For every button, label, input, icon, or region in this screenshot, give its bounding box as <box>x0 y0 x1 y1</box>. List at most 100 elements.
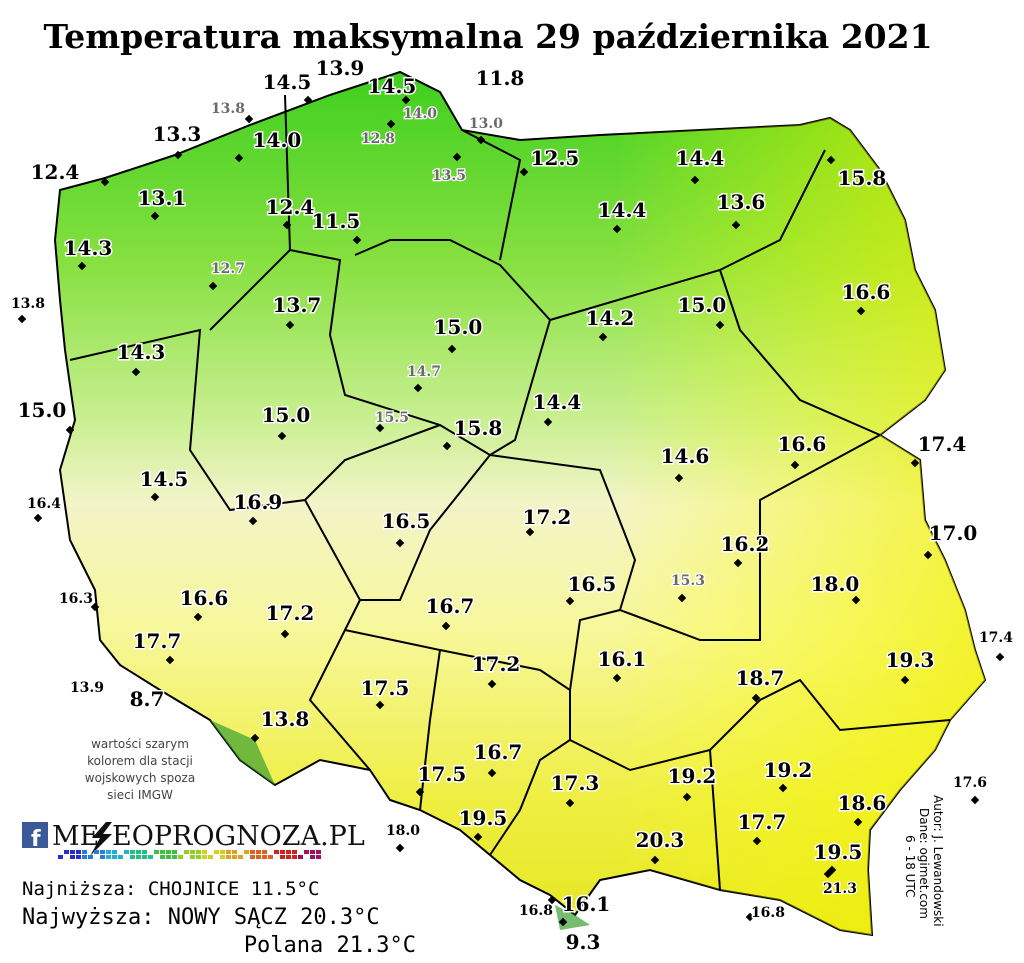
station-marker <box>244 114 254 124</box>
logo-cell <box>286 855 291 859</box>
credit: 6 - 18 UTC <box>903 835 917 897</box>
logo-cell <box>184 850 189 854</box>
station-marker <box>677 593 687 603</box>
station-marker <box>375 423 385 433</box>
logo-cell <box>166 850 171 854</box>
station-marker <box>715 320 725 330</box>
station-value: 15.5 <box>375 410 409 426</box>
logo-cell <box>100 850 105 854</box>
station-value: 14.4 <box>533 390 582 414</box>
station-value: 16.6 <box>842 280 891 304</box>
station-marker <box>441 621 451 631</box>
station-marker <box>565 798 575 808</box>
station-value: 16.1 <box>562 892 611 916</box>
station-value: 12.4 <box>31 160 80 184</box>
station-value: 18.0 <box>811 572 860 596</box>
station-marker <box>285 320 295 330</box>
logo-cell <box>112 855 117 859</box>
station-value: 19.2 <box>764 758 813 782</box>
station-marker <box>476 135 486 145</box>
station-value: 19.2 <box>668 764 717 788</box>
station-marker <box>674 473 684 483</box>
station-marker <box>208 281 218 291</box>
logo-cell <box>172 850 177 854</box>
logo-cell <box>166 855 171 859</box>
station-marker <box>234 153 244 163</box>
logo-cell <box>142 850 147 854</box>
logo-cell <box>196 850 201 854</box>
station-value: 11.5 <box>312 209 361 233</box>
station-value: 17.6 <box>953 775 987 791</box>
station-marker <box>650 855 660 865</box>
station-marker <box>558 917 568 927</box>
logo-cell <box>106 855 111 859</box>
station-marker <box>790 460 800 470</box>
station-value: 16.7 <box>474 740 523 764</box>
station-value: 16.5 <box>382 509 431 533</box>
logo-cell <box>244 850 249 854</box>
logo-cell <box>100 855 105 859</box>
station-value: 18.7 <box>736 666 785 690</box>
logo-cell <box>256 850 261 854</box>
station-marker <box>752 836 762 846</box>
station-marker <box>17 314 27 324</box>
station-marker <box>150 211 160 221</box>
station-value: 13.1 <box>138 186 187 210</box>
logo-cell <box>106 850 111 854</box>
station-marker <box>282 220 292 230</box>
station-value: 14.4 <box>676 146 725 170</box>
station-marker <box>150 492 160 502</box>
station-value: 14.5 <box>140 467 189 491</box>
station-marker <box>970 795 980 805</box>
logo-cell <box>268 855 273 859</box>
station-value: 9.3 <box>566 930 601 954</box>
logo-cell <box>160 850 165 854</box>
station-value: 13.8 <box>261 707 310 731</box>
logo-cell <box>280 850 285 854</box>
logo-cell <box>196 855 201 859</box>
station-marker <box>100 177 110 187</box>
logo-cell <box>208 855 213 859</box>
credit: Autor: J. Lewandowski <box>931 795 945 927</box>
station-value: 16.8 <box>519 903 553 919</box>
logo-cell <box>142 855 147 859</box>
logo-cell <box>220 855 225 859</box>
logo-cell <box>202 850 207 854</box>
station-marker <box>823 869 833 879</box>
logo-cell <box>274 850 279 854</box>
station-marker <box>923 550 933 560</box>
station-value: 16.8 <box>751 905 785 921</box>
logo-cell <box>76 850 81 854</box>
station-value: 15.0 <box>678 293 727 317</box>
station-marker <box>856 306 866 316</box>
logo-bolt <box>90 822 112 856</box>
logo-cell <box>136 850 141 854</box>
station-value: 16.9 <box>234 490 283 514</box>
logo-cell <box>250 855 255 859</box>
logo-cell <box>226 850 231 854</box>
note-line: wojskowych spoza <box>85 771 195 785</box>
station-marker <box>565 596 575 606</box>
station-value: 15.3 <box>671 573 705 589</box>
station-marker <box>452 152 462 162</box>
logo-cell <box>292 855 297 859</box>
station-value: 14.3 <box>117 340 166 364</box>
station-value: 16.1 <box>598 647 647 671</box>
summary-lowest: Najniższa: CHOJNICE 11.5°C <box>22 878 319 900</box>
logo-cell <box>232 855 237 859</box>
logo-text: ME <box>52 821 99 852</box>
station-value: 15.0 <box>18 398 67 422</box>
station-value: 16.3 <box>59 591 93 607</box>
station-marker <box>173 150 183 160</box>
station-value: 17.2 <box>266 601 315 625</box>
note-line: wartości szarym <box>91 737 189 751</box>
station-marker <box>900 675 910 685</box>
station-value: 14.5 <box>263 70 312 94</box>
note-line: kolorem dla stacji <box>87 754 193 768</box>
station-marker <box>77 261 87 271</box>
station-value: 19.5 <box>459 806 508 830</box>
logo-cell <box>262 855 267 859</box>
logo-cell <box>58 855 63 859</box>
